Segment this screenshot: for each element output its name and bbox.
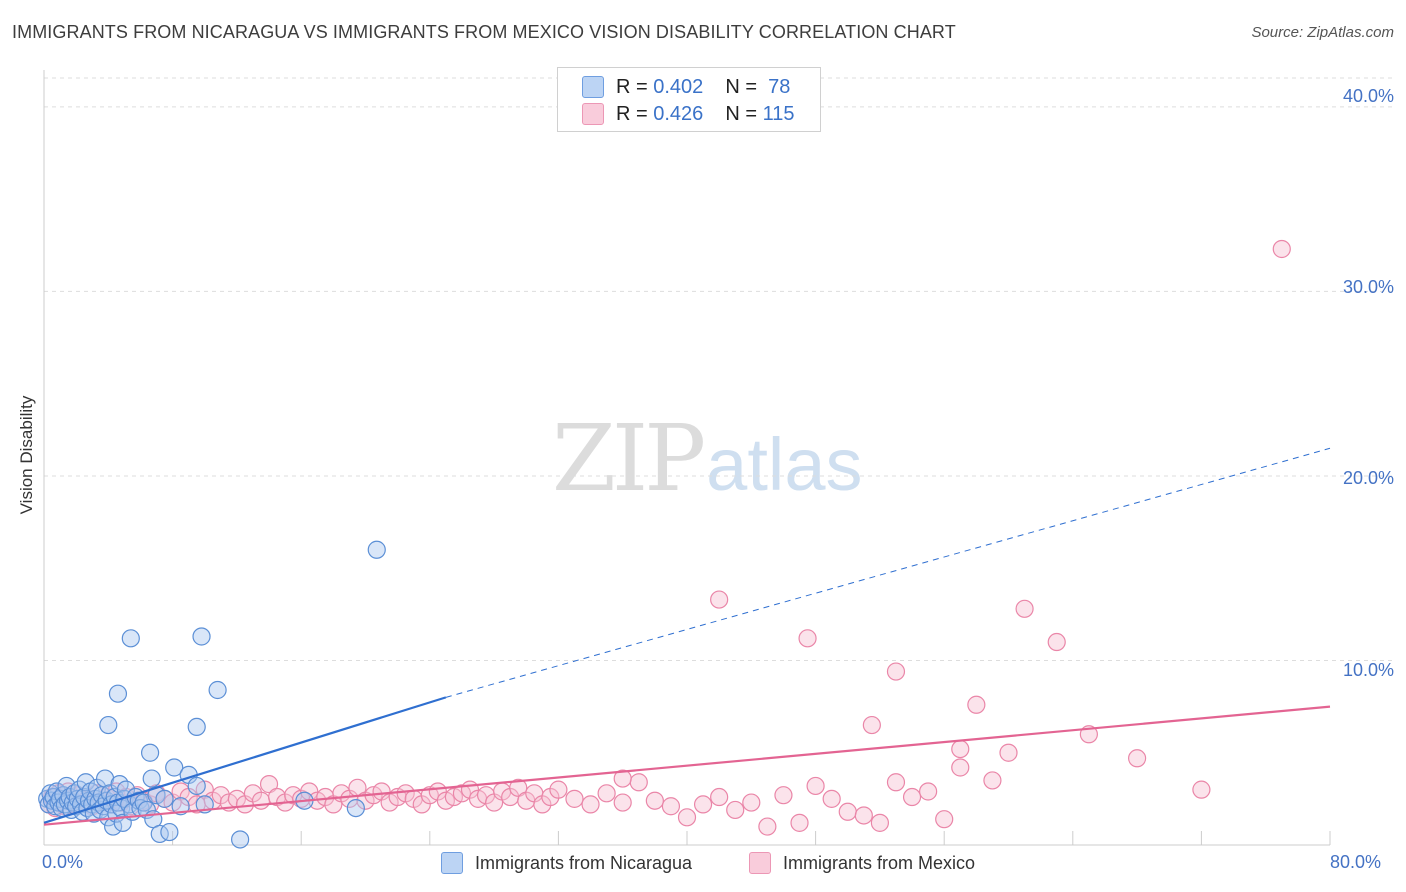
x-tick-label-max: 80.0% (1330, 852, 1382, 872)
nicaragua-point (160, 822, 179, 842)
nicaragua-point (187, 717, 206, 737)
chart-title: IMMIGRANTS FROM NICARAGUA VS IMMIGRANTS … (12, 22, 956, 42)
mexico-point (710, 787, 729, 807)
mexico-point (870, 813, 890, 832)
nicaragua-point (171, 797, 190, 816)
mexico-point (645, 791, 664, 810)
nicaragua-point (155, 789, 174, 808)
mexico-point (935, 810, 954, 829)
legend-n-value: 78 (768, 75, 791, 98)
mexico-point (902, 787, 922, 807)
y-tick-label: 40.0% (1342, 86, 1394, 106)
nicaragua-point (140, 743, 160, 762)
legend-swatch-mexico (582, 103, 604, 125)
mexico-point (613, 793, 632, 812)
mexico-point (251, 791, 271, 810)
legend-n-value: 115 (762, 102, 795, 125)
nicaragua-point (99, 715, 118, 735)
mexico-point (806, 776, 825, 796)
mexico-point (661, 797, 681, 816)
mexico-point (758, 817, 777, 836)
source-label: Source: ZipAtlas.com (1251, 24, 1394, 41)
mexico-point (549, 780, 568, 799)
mexico-point (822, 789, 841, 808)
watermark-atlas: atlas (706, 423, 863, 506)
mexico-point (509, 778, 528, 797)
bottom-legend-mexico: Immigrants from Mexico (749, 852, 975, 874)
mexico-point (1192, 780, 1211, 799)
legend-row-nicaragua: R = 0.402 N = 78 (582, 74, 790, 100)
mexico-point (854, 806, 873, 825)
mexico-point (919, 782, 938, 801)
mexico-point (581, 795, 600, 814)
bottom-legend-swatch-nicaragua (441, 852, 463, 874)
nicaragua-point (165, 758, 184, 777)
y-tick-label: 10.0% (1342, 660, 1394, 680)
nicaragua-point (367, 540, 386, 559)
nicaragua-trend-line (43, 696, 447, 824)
mexico-point (790, 813, 809, 832)
mexico-point (693, 795, 713, 814)
bottom-legend-label-mexico: Immigrants from Mexico (783, 852, 976, 873)
nicaragua-point (346, 798, 365, 818)
legend-row-mexico: R = 0.426 N = 115 (582, 101, 794, 127)
nicaragua-point (192, 627, 211, 646)
mexico-point (774, 786, 793, 805)
mexico-point (613, 769, 632, 788)
nicaragua-point (142, 769, 161, 788)
mexico-point (1272, 239, 1291, 259)
mexico-point (967, 695, 986, 714)
nicaragua-point (76, 773, 95, 792)
nicaragua-point (108, 684, 128, 703)
x-tick-label-min: 0.0% (42, 852, 84, 872)
mexico-point (886, 773, 906, 792)
mexico-point (677, 808, 697, 827)
mexico-point (259, 775, 279, 794)
mexico-point (838, 802, 857, 821)
mexico-trend-line (43, 705, 1331, 826)
mexico-point (726, 800, 745, 820)
mexico-point (886, 662, 906, 681)
mexico-point (951, 758, 970, 777)
nicaragua-point (231, 830, 250, 849)
mexico-point (1015, 599, 1034, 618)
mexico-point (983, 771, 1002, 790)
mexico-point (1047, 632, 1066, 652)
mexico-point (710, 590, 729, 609)
legend-r-value: 0.402 (653, 75, 704, 98)
mexico-point (629, 773, 648, 792)
mexico-point (742, 793, 761, 812)
watermark: ZIPatlas (552, 405, 862, 512)
bottom-legend-nicaragua: Immigrants from Nicaragua (441, 852, 692, 874)
legend-r-value: 0.426 (653, 102, 704, 125)
mexico-point (597, 784, 616, 803)
nicaragua-point (121, 629, 140, 648)
bottom-legend-label-nicaragua: Immigrants from Nicaragua (475, 852, 693, 873)
watermark-zip: ZIP (552, 405, 706, 512)
nicaragua-point (208, 680, 227, 700)
y-tick-label: 20.0% (1342, 468, 1394, 488)
bottom-legend-swatch-mexico (749, 852, 771, 874)
legend-r-label: R = (616, 75, 648, 98)
nicaragua-point (187, 776, 206, 796)
mexico-point (1127, 749, 1147, 768)
legend-n-label: N = (725, 75, 757, 98)
legend: R = 0.402 N = 78 R = 0.426 N = 115 (557, 67, 821, 132)
mexico-point (951, 739, 970, 759)
mexico-point (798, 629, 817, 648)
y-tick-label: 30.0% (1342, 277, 1394, 297)
mexico-point (862, 715, 881, 735)
legend-n-label: N = (725, 102, 757, 125)
mexico-point (999, 743, 1018, 762)
legend-r-label: R = (616, 102, 648, 125)
mexico-point (565, 789, 584, 808)
legend-swatch-nicaragua (582, 76, 604, 98)
